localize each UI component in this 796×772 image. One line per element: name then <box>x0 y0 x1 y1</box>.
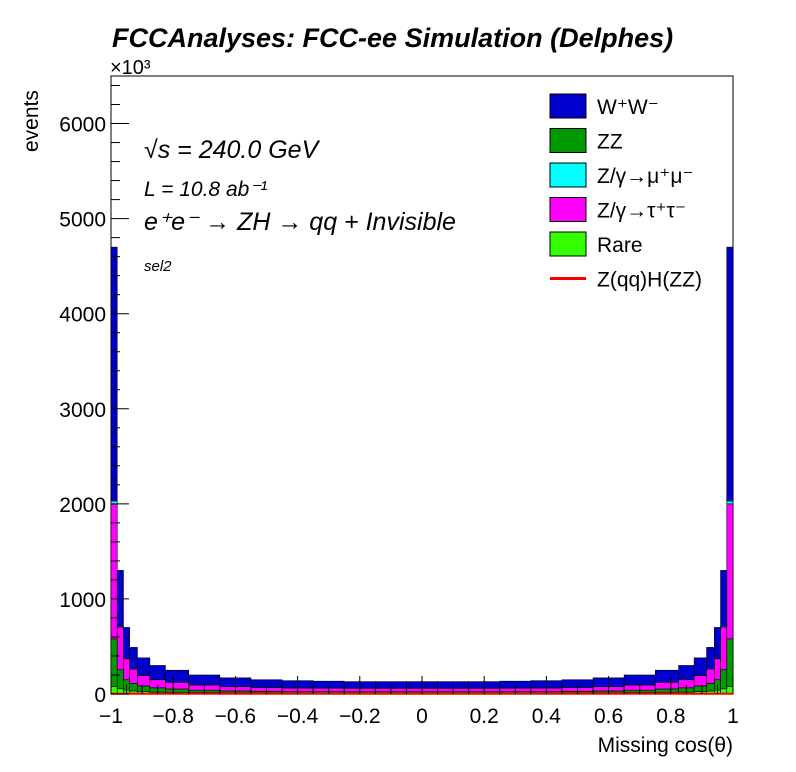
bar-w-w--28 <box>726 246 734 502</box>
x-tick-label: 0.6 <box>594 705 623 728</box>
bar-z--2 <box>123 658 130 681</box>
bar-w-w--3 <box>129 647 138 670</box>
bar-z--3 <box>129 668 138 684</box>
x-tick-label: −1 <box>99 705 123 728</box>
x-tick-label: −0.4 <box>277 705 319 728</box>
legend-label: Z(qq)H(ZZ) <box>597 269 702 292</box>
bar-w-w--7 <box>188 674 221 686</box>
bar-w-w--22 <box>654 669 679 683</box>
bar-w-w--0 <box>110 246 118 502</box>
bar-w-w--25 <box>706 647 715 670</box>
legend-label: Z/γ→μ⁺μ⁻ <box>597 165 694 188</box>
axes: 0 1000 2000 3000 4000 5000 6000 −1 −0.8 −0.6 −0.4−… <box>59 85 739 728</box>
bar-z--28 <box>726 503 734 640</box>
annotation-process: e⁺e⁻ → ZH → qq + Invisible <box>144 208 456 236</box>
bar-w-w--5 <box>149 665 166 680</box>
x-tick-label: 0.4 <box>532 705 562 728</box>
bar-z--28 <box>726 500 734 505</box>
bar-z--26 <box>714 658 721 681</box>
bar-z--4 <box>137 675 151 687</box>
bar-w-w--27 <box>720 570 728 627</box>
bar-z--1 <box>116 626 124 671</box>
y-tick-label: 6000 <box>59 114 106 137</box>
bar-zz-1 <box>116 669 124 690</box>
bar-w-w--24 <box>693 657 707 676</box>
x-tick-label: −0.8 <box>152 705 193 728</box>
legend-label: Z/γ→τ⁺τ⁻ <box>597 200 686 223</box>
bar-w-w--23 <box>678 665 695 680</box>
x-tick-label: −0.2 <box>339 705 380 728</box>
bar-w-w--2 <box>123 627 130 659</box>
bar-zz-3 <box>129 683 138 692</box>
bar-zz-4 <box>137 685 151 692</box>
y-tick-label: 3000 <box>59 399 106 422</box>
legend-swatch <box>549 231 587 257</box>
bar-w-w--26 <box>714 627 721 659</box>
legend-swatch <box>549 197 587 222</box>
bar-z--25 <box>706 668 715 684</box>
chart-title: FCCAnalyses: FCC-ee Simulation (Delphes) <box>112 23 673 53</box>
histogram-bars <box>110 246 734 695</box>
y-tick-label: 2000 <box>59 494 106 517</box>
x-tick-label: 0.2 <box>470 705 499 728</box>
y-tick-label: 0 <box>94 684 106 707</box>
y-tick-label: 1000 <box>59 589 106 612</box>
annotation-lumi: L = 10.8 ab⁻¹ <box>144 178 267 201</box>
bar-zz-0 <box>110 638 118 687</box>
y-tick-label: 5000 <box>59 209 106 232</box>
x-tick-label: 0.8 <box>656 705 685 728</box>
bar-z--27 <box>720 626 728 671</box>
bar-zz-22 <box>654 688 679 693</box>
bar-zz-6 <box>165 688 190 693</box>
legend: W⁺W⁻ ZZ Z/γ→μ⁺μ⁻ Z/γ→τ⁺τ⁻ Rare Z(qq)H(ZZ) <box>549 93 702 292</box>
bar-zz-24 <box>693 685 707 692</box>
bar-w-w--21 <box>623 674 656 686</box>
y-multiplier: ×10³ <box>110 57 151 79</box>
annotation-selection: sel2 <box>144 258 172 275</box>
bar-z--6 <box>165 682 190 690</box>
bar-w-w--6 <box>165 669 190 683</box>
x-tick-label: 1 <box>727 705 739 728</box>
annotation-sqrt-s: √s = 240.0 GeV <box>144 136 321 164</box>
bar-z--0 <box>110 503 118 640</box>
x-tick-label: −0.6 <box>215 705 256 728</box>
legend-label: ZZ <box>597 131 623 154</box>
bar-z--22 <box>654 682 679 690</box>
bar-zz-27 <box>720 669 728 690</box>
x-tick-label: 0 <box>416 705 428 728</box>
bar-z--24 <box>693 675 707 687</box>
legend-swatch <box>549 162 587 188</box>
bar-zz-25 <box>706 683 715 692</box>
x-axis-label: Missing cos(θ) <box>598 734 733 757</box>
legend-label: Rare <box>597 234 643 257</box>
bar-w-w--1 <box>116 570 124 627</box>
legend-swatch <box>549 93 587 119</box>
y-tick-label: 4000 <box>59 304 106 327</box>
bar-w-w--4 <box>137 657 151 676</box>
legend-label: W⁺W⁻ <box>597 96 659 119</box>
legend-swatch <box>549 128 587 153</box>
bar-zz-28 <box>726 638 734 687</box>
y-axis-label: events <box>20 90 43 152</box>
